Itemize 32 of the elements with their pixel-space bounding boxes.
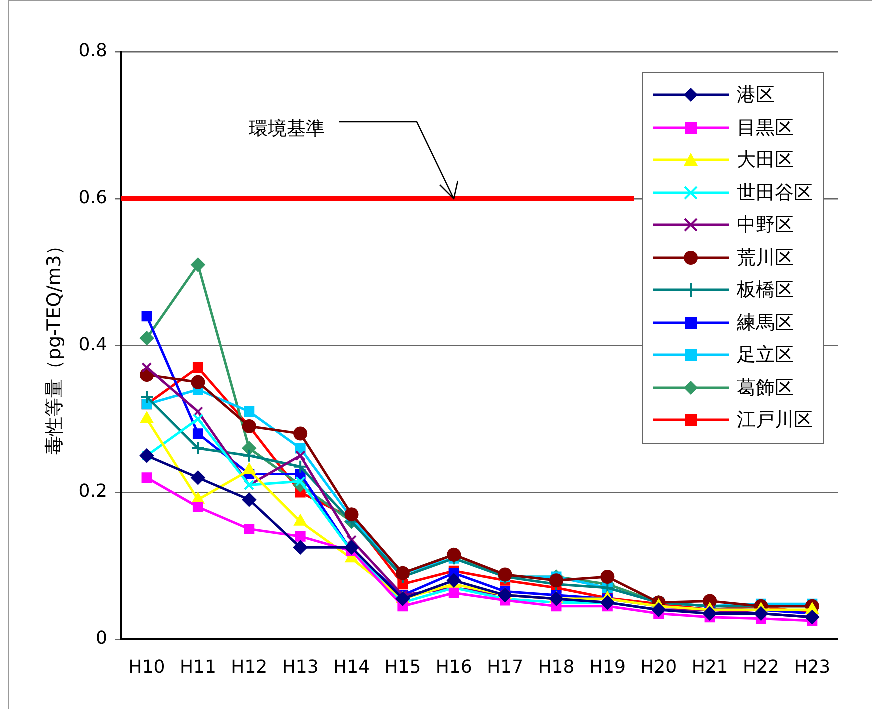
x-tick-label: H15 <box>384 656 422 678</box>
legend-label: 葛飾区 <box>737 376 794 401</box>
legend-label: 荒川区 <box>737 246 794 271</box>
y-tick-label: 0 <box>96 628 108 650</box>
x-tick-label: H14 <box>334 656 370 678</box>
x-tick-label: H10 <box>128 656 166 678</box>
legend-label: 大田区 <box>737 148 794 174</box>
x-tick-label: H19 <box>589 656 626 678</box>
legend-label: 板橋区 <box>737 278 794 304</box>
legend-label: 港区 <box>737 83 775 108</box>
x-tick-label: H12 <box>231 656 268 678</box>
y-tick-label: 0.6 <box>78 188 108 209</box>
x-tick-label: H17 <box>487 656 524 678</box>
x-tick-label: H20 <box>640 656 678 678</box>
x-tick-label: H11 <box>180 656 216 678</box>
legend-label: 世田谷区 <box>737 180 813 206</box>
legend-label: 練馬区 <box>737 310 794 336</box>
y-tick-label: 0.4 <box>78 334 108 356</box>
x-tick-label: H18 <box>538 656 575 678</box>
legend-label: 目黒区 <box>737 116 794 141</box>
y-tick-label: 0.8 <box>78 40 108 62</box>
x-tick-label: H13 <box>282 656 319 678</box>
legend-label: 中野区 <box>737 213 794 238</box>
x-tick-label: H22 <box>743 656 780 678</box>
x-tick-label: H21 <box>692 656 728 678</box>
legend-label: 江戸川区 <box>737 408 813 434</box>
y-axis-title: 毒性等量（pg-TEQ/m3） <box>43 236 66 456</box>
legend-label: 足立区 <box>737 343 794 368</box>
x-tick-label: H16 <box>436 656 472 678</box>
x-tick-label: H23 <box>794 656 831 678</box>
y-tick-label: 0.2 <box>78 481 108 502</box>
annotation: 環境基準 <box>249 118 326 140</box>
